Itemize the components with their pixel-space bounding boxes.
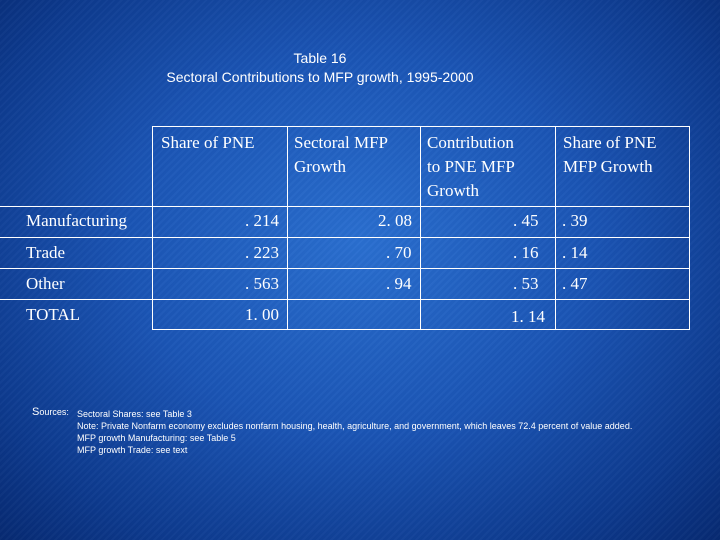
table-border [152,126,153,330]
contribution-value: . 16 [513,243,539,262]
share-value: 1. 00 [245,305,279,324]
table-border [420,126,421,330]
column-header: Sectoral MFP Growth [294,133,388,176]
share-value: . 563 [245,274,279,293]
share-mfp-value: . 14 [562,243,588,262]
table-border [152,329,690,330]
contribution-value: . 45 [513,211,539,230]
row-label: Other [26,274,65,293]
column-header: Share of PNE [161,133,255,152]
table-border [689,126,690,330]
sources-line: MFP growth Manufacturing: see Table 5 [77,433,236,443]
share-value: . 214 [245,211,279,230]
share-mfp-value: . 47 [562,274,588,293]
sectoral-value: . 70 [386,243,412,262]
table-border [555,126,556,330]
sectoral-value: 2. 08 [378,211,412,230]
table-border [0,237,690,238]
column-header: Share of PNE MFP Growth [563,133,657,176]
sectoral-value: . 94 [386,274,412,293]
sources-line: MFP growth Trade: see text [77,445,188,455]
row-label: Trade [26,243,66,262]
column-header: Contribution to PNE MFP Growth [427,133,515,200]
table-subtitle: Sectoral Contributions to MFP growth, 19… [166,69,474,85]
note-line: Note: Private Nonfarm economy excludes n… [77,421,633,431]
table-title: Table 16 [293,50,347,66]
table-border [0,206,690,207]
contribution-value: 1. 14 [511,307,545,326]
table-border [287,126,288,330]
table-border [0,268,690,269]
share-value: . 223 [245,243,279,262]
row-label: Manufacturing [26,211,128,230]
share-mfp-value: . 39 [562,211,588,230]
table-border [0,299,690,300]
sources-label: Sources: [32,406,69,418]
table-border [152,126,690,127]
sources-line: Sectoral Shares: see Table 3 [77,409,192,419]
contribution-value: . 53 [513,274,539,293]
row-label: TOTAL [26,305,81,324]
